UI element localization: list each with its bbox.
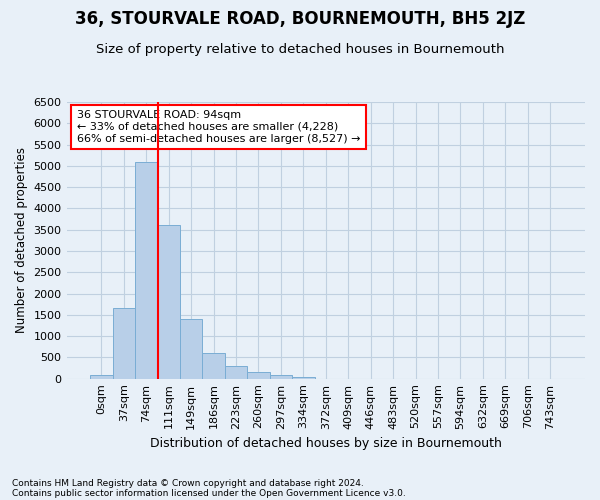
Text: Size of property relative to detached houses in Bournemouth: Size of property relative to detached ho… xyxy=(96,42,504,56)
Bar xyxy=(90,376,113,378)
Text: 36, STOURVALE ROAD, BOURNEMOUTH, BH5 2JZ: 36, STOURVALE ROAD, BOURNEMOUTH, BH5 2JZ xyxy=(75,10,525,28)
Bar xyxy=(180,319,202,378)
Text: Contains public sector information licensed under the Open Government Licence v3: Contains public sector information licen… xyxy=(12,488,406,498)
Bar xyxy=(202,353,225,378)
Text: 36 STOURVALE ROAD: 94sqm
← 33% of detached houses are smaller (4,228)
66% of sem: 36 STOURVALE ROAD: 94sqm ← 33% of detach… xyxy=(77,110,361,144)
X-axis label: Distribution of detached houses by size in Bournemouth: Distribution of detached houses by size … xyxy=(150,437,502,450)
Bar xyxy=(225,366,247,378)
Bar xyxy=(113,308,135,378)
Y-axis label: Number of detached properties: Number of detached properties xyxy=(15,148,28,334)
Bar xyxy=(157,226,180,378)
Text: Contains HM Land Registry data © Crown copyright and database right 2024.: Contains HM Land Registry data © Crown c… xyxy=(12,478,364,488)
Bar xyxy=(269,376,292,378)
Bar xyxy=(292,376,314,378)
Bar xyxy=(135,162,157,378)
Bar xyxy=(247,372,269,378)
